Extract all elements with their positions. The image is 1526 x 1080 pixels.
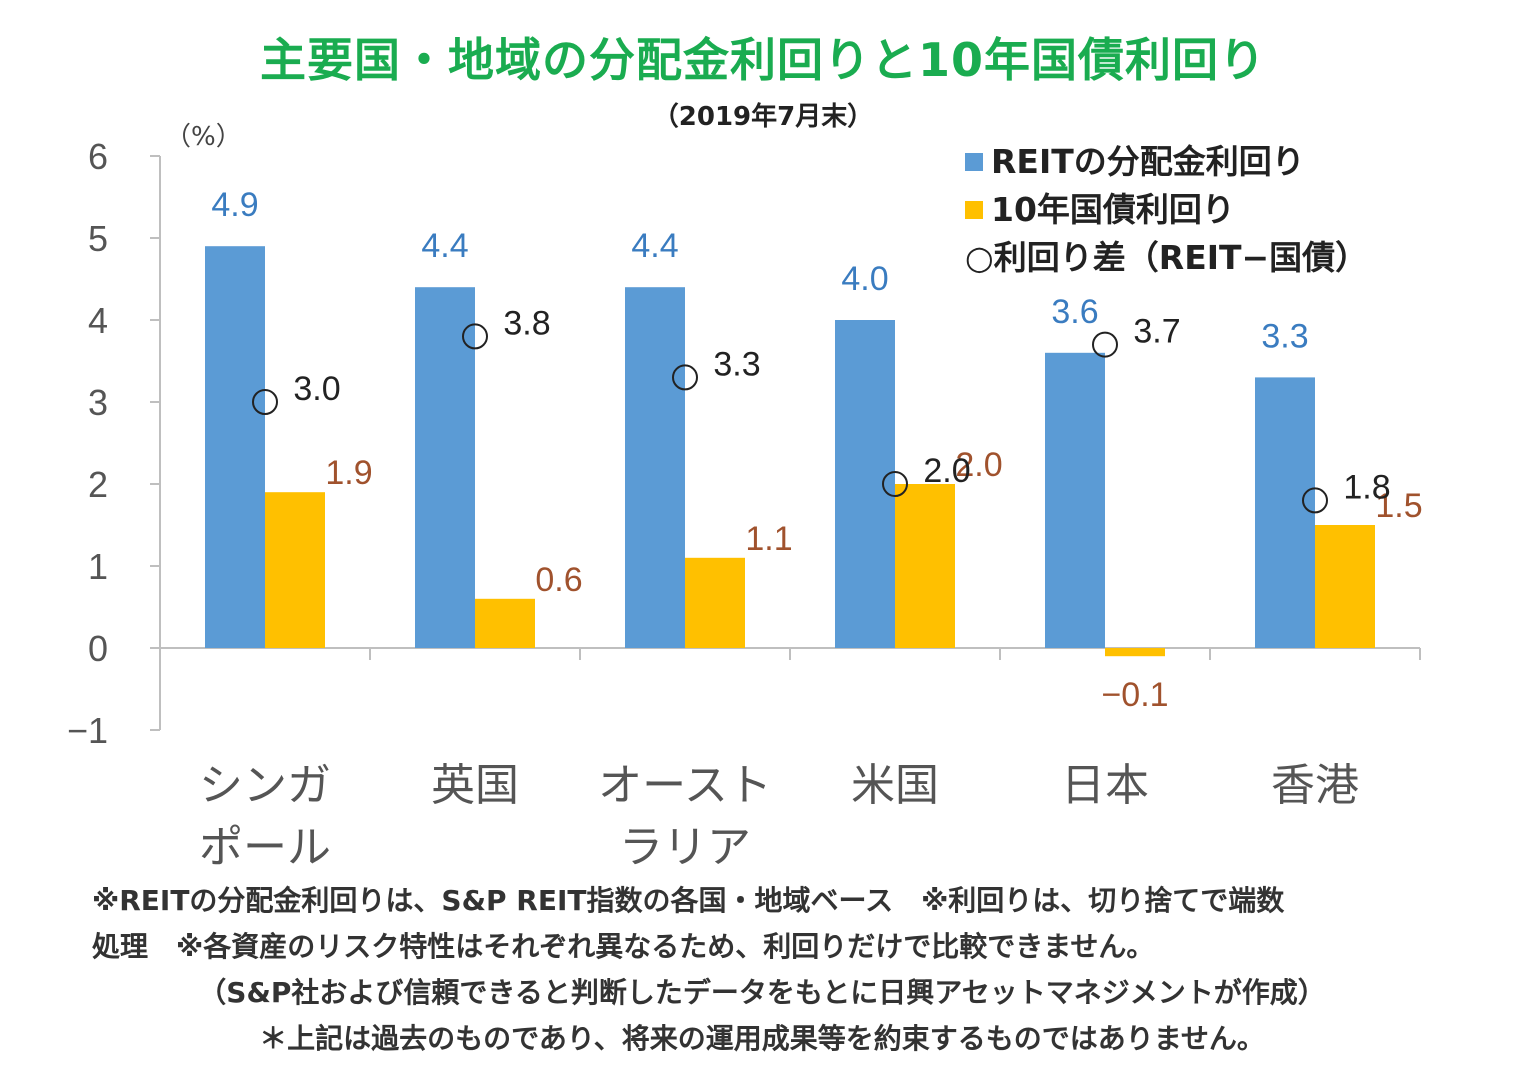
bar-bond <box>1315 525 1375 648</box>
legend-label-bond: 10年国債利回り <box>991 190 1235 229</box>
legend-swatch-reit <box>965 153 983 171</box>
data-label-spread: 3.8 <box>503 304 550 342</box>
data-label-bond: 1.1 <box>745 520 792 558</box>
data-label-reit: 4.4 <box>421 227 468 265</box>
x-category-label: シンガ <box>199 760 331 811</box>
data-label-bond: 1.5 <box>1375 487 1422 525</box>
bar-reit <box>1045 352 1105 648</box>
data-label-spread: 3.0 <box>293 370 340 408</box>
y-tick-label: 5 <box>88 218 108 259</box>
data-label-reit: 3.3 <box>1261 317 1308 355</box>
x-category-label: 米国 <box>851 760 939 811</box>
bar-bond <box>265 492 325 648</box>
x-category-label: ラリア <box>619 822 751 873</box>
data-label-reit: 4.0 <box>841 260 888 298</box>
y-tick-label: 3 <box>88 382 108 423</box>
bar-bond <box>895 484 955 648</box>
data-label-bond: 0.6 <box>535 561 582 599</box>
footnotes: ※REITの分配金利回りは、S&P REIT指数の各国・地域ベース ※利回りは、… <box>92 878 1492 1062</box>
y-tick-label: 2 <box>88 464 108 505</box>
bar-bond <box>685 557 745 648</box>
spread-marker <box>672 364 698 391</box>
y-axis-unit: （%） <box>165 122 242 152</box>
data-label-bond: 2.0 <box>955 446 1002 484</box>
x-category-label: 香港 <box>1271 760 1359 811</box>
data-label-spread: 2.0 <box>923 452 970 490</box>
chart-subtitle: （2019年7月末） <box>652 102 874 132</box>
legend-item-spread: ○利回り差（REIT−国債） <box>965 234 1368 282</box>
y-tick-label: 0 <box>88 628 108 669</box>
bar-reit <box>835 320 895 648</box>
data-label-reit: 4.9 <box>211 186 258 224</box>
spread-marker <box>462 323 488 350</box>
data-label-spread: 1.8 <box>1343 468 1390 506</box>
spread-marker <box>882 471 908 497</box>
legend-swatch-bond <box>965 201 983 219</box>
bar-reit <box>1255 377 1315 648</box>
legend-item-bond: 10年国債利回り <box>965 186 1368 234</box>
y-tick-label: 1 <box>88 546 108 587</box>
legend: REITの分配金利回り 10年国債利回り ○利回り差（REIT−国債） <box>965 138 1368 282</box>
chart-title: 主要国・地域の分配金利回りと10年国債利回り <box>259 33 1266 87</box>
bar-reit <box>205 246 265 648</box>
footnote-line-4: ＊上記は過去のものであり、将来の運用成果等を約束するものではありません。 <box>259 1022 1265 1055</box>
legend-item-reit: REITの分配金利回り <box>965 138 1368 186</box>
x-category-label: オースト <box>598 760 772 811</box>
data-label-bond: −0.1 <box>1101 676 1168 714</box>
legend-label-reit: REITの分配金利回り <box>991 142 1305 181</box>
data-label-spread: 3.3 <box>713 345 760 383</box>
footnote-line-1: ※REITの分配金利回りは、S&P REIT指数の各国・地域ベース ※利回りは、… <box>92 884 1285 917</box>
bar-bond <box>1105 648 1165 657</box>
spread-marker <box>1092 331 1118 358</box>
x-category-label: ポール <box>199 822 331 873</box>
bar-reit <box>625 287 685 648</box>
data-label-reit: 3.6 <box>1051 293 1098 331</box>
legend-label-spread: ○利回り差（REIT−国債） <box>965 238 1369 277</box>
spread-marker <box>252 389 278 415</box>
x-category-label: 日本 <box>1061 760 1149 811</box>
y-tick-label: 6 <box>88 136 108 177</box>
y-tick-label: −1 <box>67 710 108 751</box>
bar-bond <box>475 598 535 648</box>
y-tick-label: 4 <box>88 300 108 341</box>
data-label-bond: 1.9 <box>325 454 372 492</box>
x-category-label: 英国 <box>431 760 519 811</box>
footnote-line-3: （S&P社および信頼できると判断したデータをもとに日興アセットマネジメントが作成… <box>198 976 1326 1009</box>
data-label-spread: 3.7 <box>1133 313 1180 351</box>
footnote-line-2: 処理 ※各資産のリスク特性はそれぞれ異なるため、利回りだけで比較できません。 <box>92 930 1155 963</box>
spread-marker <box>1302 487 1328 514</box>
bar-reit <box>415 287 475 648</box>
data-label-reit: 4.4 <box>631 227 678 265</box>
